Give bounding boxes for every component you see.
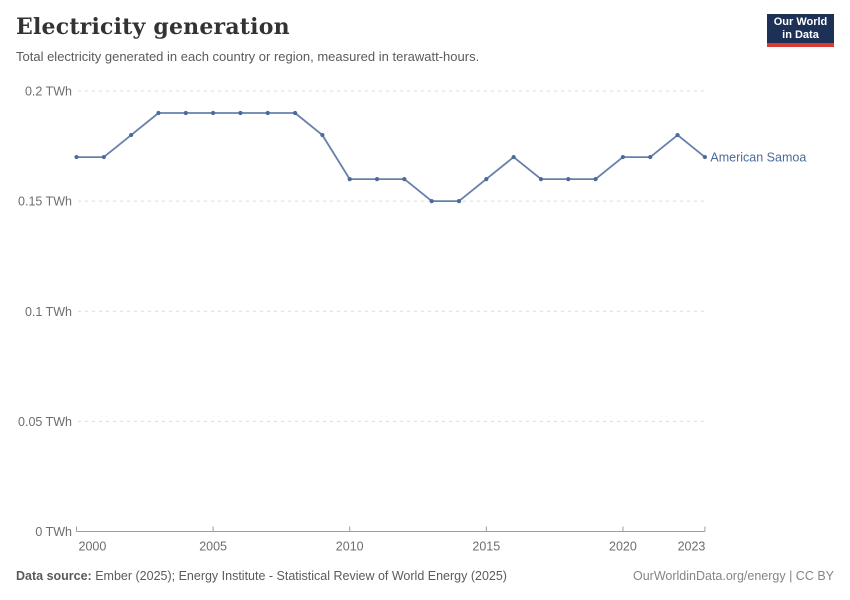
- line-chart: 0 TWh 0.05 TWh 0.1 TWh 0.15 TWh 0.2 TWh 2000 2…: [18, 85, 806, 554]
- data-source-label: Data source:: [16, 569, 92, 583]
- data-point[interactable]: [156, 110, 161, 116]
- data-point[interactable]: [456, 199, 462, 204]
- data-point[interactable]: [538, 177, 544, 182]
- data-point[interactable]: [129, 132, 134, 138]
- data-point[interactable]: [183, 110, 188, 116]
- data-point[interactable]: [292, 110, 298, 116]
- x-tick-label: 2015: [472, 540, 500, 554]
- data-point[interactable]: [702, 154, 708, 160]
- x-tick-label: 2010: [336, 540, 364, 554]
- data-point[interactable]: [511, 154, 516, 160]
- owid-logo-line1: Our World: [773, 16, 828, 28]
- data-point[interactable]: [593, 177, 598, 182]
- y-tick-label: 0.1 TWh: [25, 305, 72, 319]
- data-point[interactable]: [347, 177, 352, 182]
- data-point[interactable]: [566, 177, 571, 182]
- owid-logo-line2: in Data: [782, 28, 819, 41]
- y-tick-label: 0.15 TWh: [18, 195, 72, 209]
- x-tick-label: 2020: [609, 540, 637, 554]
- data-point[interactable]: [484, 177, 489, 182]
- x-tick-label: 2000: [79, 540, 107, 554]
- data-point[interactable]: [675, 132, 680, 138]
- data-source-text: Ember (2025); Energy Institute - Statist…: [91, 569, 507, 583]
- data-line[interactable]: [75, 112, 706, 202]
- data-point[interactable]: [265, 110, 270, 116]
- data-point[interactable]: [429, 199, 434, 204]
- data-point[interactable]: [374, 177, 380, 182]
- data-point[interactable]: [211, 110, 216, 116]
- data-point[interactable]: [620, 154, 626, 160]
- x-tick-label: 2005: [199, 540, 227, 554]
- chart-subtitle: Total electricity generated in each coun…: [16, 49, 480, 64]
- series-label[interactable]: American Samoa: [710, 151, 806, 165]
- owid-footer-link[interactable]: OurWorldinData.org/energy | CC BY: [632, 569, 834, 583]
- y-tick-label: 0.05 TWh: [18, 415, 72, 429]
- page-title: Electricity generation: [16, 14, 290, 40]
- owid-logo[interactable]: Our World in Data: [767, 14, 834, 47]
- data-point[interactable]: [101, 154, 106, 160]
- y-tick-label: 0 TWh: [35, 525, 72, 539]
- data-point[interactable]: [402, 177, 407, 182]
- chart-header: Electricity generation Total electricity…: [16, 14, 834, 64]
- data-point[interactable]: [238, 110, 243, 116]
- data-source-note: Data source: Ember (2025); Energy Instit…: [16, 569, 507, 583]
- chart-footer: Data source: Ember (2025); Energy Instit…: [16, 569, 834, 583]
- x-tick-label: 2023: [678, 540, 706, 554]
- data-point[interactable]: [648, 154, 653, 160]
- data-point[interactable]: [320, 132, 325, 138]
- y-tick-label: 0.2 TWh: [25, 85, 72, 99]
- data-point[interactable]: [74, 154, 79, 160]
